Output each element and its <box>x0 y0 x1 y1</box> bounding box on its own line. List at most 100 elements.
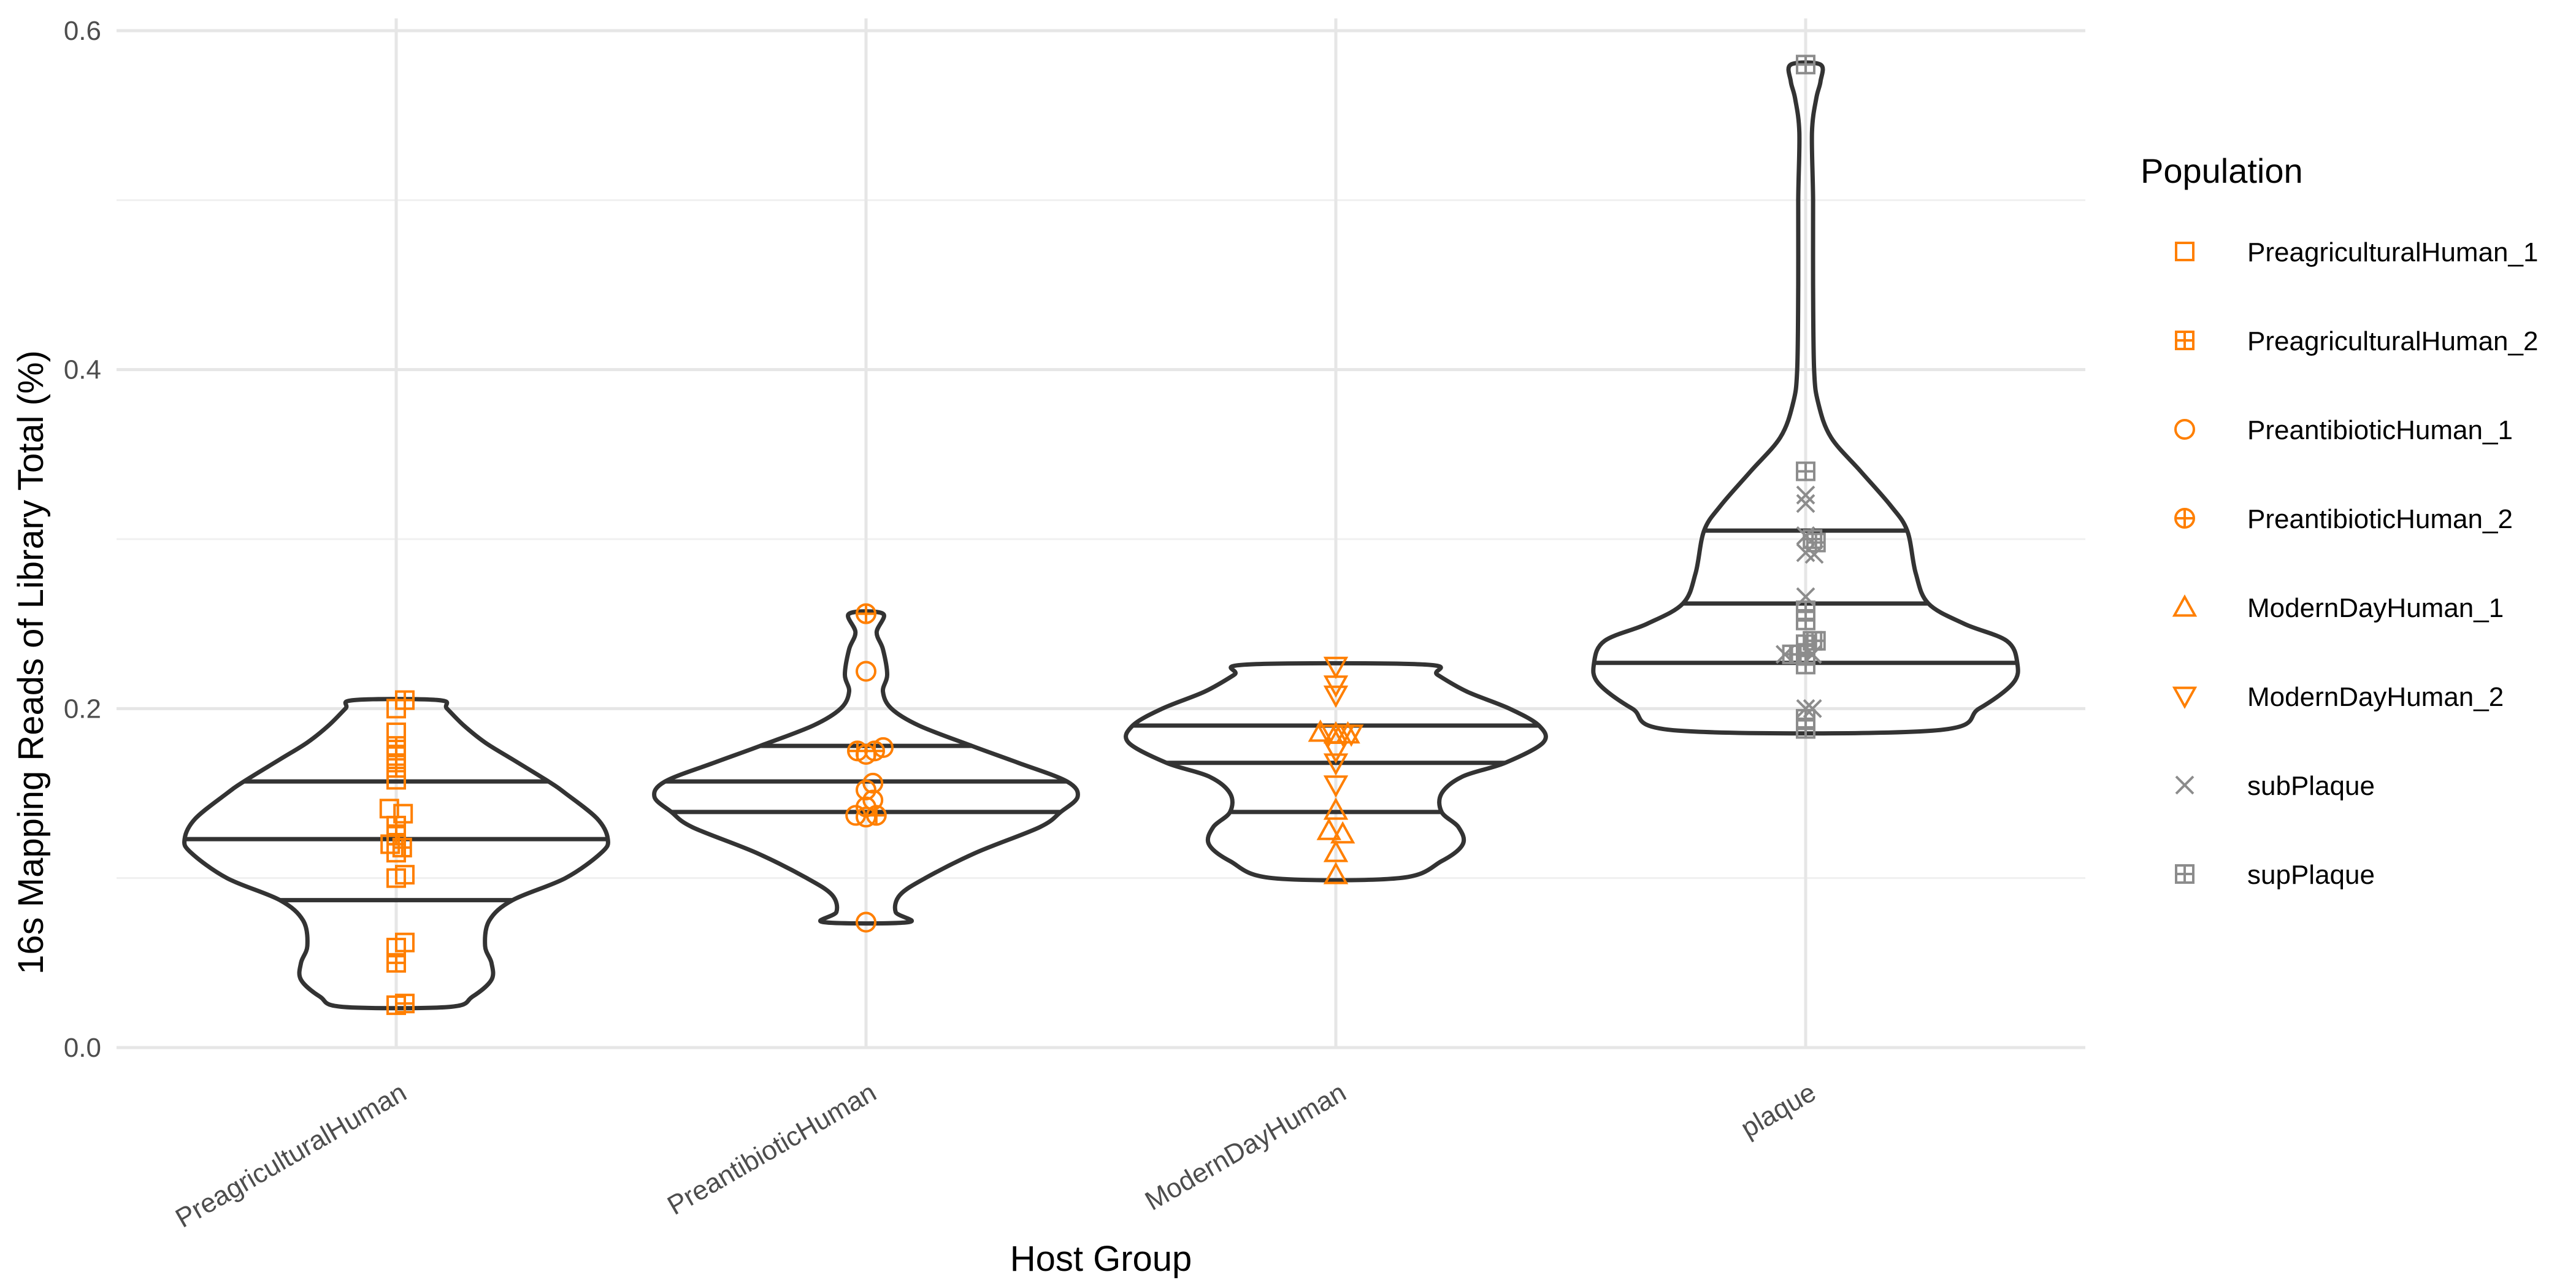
marker-triangle-down <box>1323 656 1349 680</box>
legend-label: supPlaque <box>2247 860 2375 890</box>
marker-triangle-down <box>2172 686 2198 709</box>
point-ModernDayHuman_2 <box>1323 775 1349 798</box>
marker-triangle-down <box>1323 775 1349 798</box>
point-PreantibioticHuman_2 <box>865 805 887 826</box>
legend-entries: PreagriculturalHuman_1 PreagriculturalHum… <box>2172 237 2538 890</box>
point-PreagriculturalHuman_2 <box>395 994 415 1014</box>
marker-triangle-up <box>2172 594 2198 617</box>
legend-entry: PreagriculturalHuman_1 <box>2175 237 2538 267</box>
marker-circle <box>865 805 887 826</box>
marker-circle <box>2174 508 2195 529</box>
point-subPlaque <box>1804 545 1824 564</box>
point-PreantibioticHuman_1 <box>873 737 894 758</box>
x-tick-label: ModernDayHuman <box>1140 1077 1351 1216</box>
y-axis-title: 16s Mapping Reads of Library Total (%) <box>11 350 51 975</box>
marker-cross-b <box>1796 543 1815 562</box>
legend-key-PreantibioticHuman_1 <box>2174 419 2195 440</box>
point-supPlaque <box>1796 55 1815 75</box>
point-PreagriculturalHuman_1 <box>386 770 406 790</box>
marker-square <box>393 803 413 824</box>
marker-triangle-down <box>1323 685 1349 708</box>
marker-square <box>386 699 406 719</box>
point-ModernDayHuman_2 <box>1323 685 1349 708</box>
y-tick-label: 0.2 <box>64 694 101 724</box>
marker-triangle-up <box>1308 719 1333 742</box>
point-ModernDayHuman_1 <box>1323 840 1349 862</box>
legend-entry: subPlaque <box>2175 771 2375 801</box>
marker-square <box>386 770 406 790</box>
legend-entry: PreagriculturalHuman_2 <box>2175 326 2538 356</box>
marker-cross-b <box>1804 545 1824 564</box>
point-subPlaque <box>1796 699 1815 718</box>
legend-key-PreagriculturalHuman_2 <box>2175 331 2195 350</box>
data-points <box>379 55 1826 1015</box>
marker-square <box>386 843 406 863</box>
point-PreagriculturalHuman_2 <box>386 758 406 778</box>
violins <box>182 60 2020 1011</box>
legend-label: PreantibioticHuman_1 <box>2247 415 2513 445</box>
marker-triangle-up <box>1323 797 1349 820</box>
legend-key-supPlaque <box>2175 864 2195 884</box>
legend: Population PreagriculturalHuman_1Preagri… <box>2141 151 2538 890</box>
marker-triangle-down <box>1323 753 1349 776</box>
legend-entry: PreantibioticHuman_2 <box>2174 504 2513 534</box>
point-PreantibioticHuman_1 <box>856 661 876 682</box>
marker-triangle-up <box>1335 721 1360 744</box>
legend-entry: supPlaque <box>2175 860 2375 890</box>
marker-triangle-up <box>1323 862 1349 884</box>
y-tick-label: 0.6 <box>64 16 101 46</box>
point-supPlaque <box>1796 461 1815 481</box>
point-PreantibioticHuman_1 <box>845 805 867 826</box>
marker-circle <box>845 805 867 826</box>
point-subPlaque <box>1796 494 1815 513</box>
point-subPlaque <box>1796 485 1815 505</box>
violin-outline <box>1124 661 1548 883</box>
point-PreagriculturalHuman_1 <box>386 868 406 888</box>
point-PreagriculturalHuman_1 <box>393 803 413 824</box>
point-ModernDayHuman_2 <box>1316 724 1341 747</box>
point-ModernDayHuman_1 <box>1330 821 1355 844</box>
marker-cross-b <box>1796 485 1815 505</box>
marker-circle <box>873 737 894 758</box>
marker-triangle-down <box>1316 724 1341 747</box>
violin-outline <box>1591 60 2020 736</box>
legend-key-PreagriculturalHuman_1 <box>2175 242 2195 261</box>
marker-triangle-down <box>1323 741 1349 764</box>
marker-cross-b <box>1796 699 1815 718</box>
marker-circle <box>856 661 876 682</box>
legend-key-ModernDayHuman_1 <box>2172 594 2198 617</box>
point-supPlaque <box>1796 719 1815 739</box>
x-axis-ticks: PreagriculturalHuman PreantibioticHuman Mo… <box>171 1077 1821 1233</box>
grid-lines <box>117 18 2085 1049</box>
point-ModernDayHuman_1 <box>1308 719 1333 742</box>
point-ModernDayHuman_2 <box>1323 656 1349 680</box>
legend-label: PreagriculturalHuman_1 <box>2247 237 2538 267</box>
marker-triangle-up <box>1323 840 1349 862</box>
legend-entry: ModernDayHuman_2 <box>2172 682 2504 712</box>
point-ModernDayHuman_1 <box>1335 721 1360 744</box>
point-PreagriculturalHuman_1 <box>386 699 406 719</box>
marker-circle <box>856 911 876 933</box>
x-tick-label: plaque <box>1736 1077 1821 1144</box>
legend-title: Population <box>2141 151 2303 190</box>
point-ModernDayHuman_1 <box>1316 818 1341 840</box>
point-PreantibioticHuman_1 <box>856 779 876 800</box>
legend-label: subPlaque <box>2247 771 2375 801</box>
x-axis-title: Host Group <box>1010 1239 1192 1279</box>
legend-key-ModernDayHuman_2 <box>2172 686 2198 709</box>
marker-circle <box>862 772 884 794</box>
legend-label: PreagriculturalHuman_2 <box>2247 326 2538 356</box>
point-ModernDayHuman_2 <box>1339 724 1364 747</box>
point-PreagriculturalHuman_2 <box>386 953 406 973</box>
legend-entry: ModernDayHuman_1 <box>2172 593 2504 623</box>
point-PreantibioticHuman_1 <box>862 772 884 794</box>
point-PreantibioticHuman_2 <box>856 603 876 624</box>
violin-outline <box>182 697 610 1011</box>
point-supPlaque <box>1796 610 1815 631</box>
y-axis-ticks: 0.0 0.2 0.4 0.6 <box>64 16 101 1063</box>
marker-square <box>2175 242 2195 261</box>
point-ModernDayHuman_2 <box>1323 741 1349 764</box>
point-ModernDayHuman_1 <box>1323 862 1349 884</box>
point-supPlaque <box>1796 654 1815 675</box>
